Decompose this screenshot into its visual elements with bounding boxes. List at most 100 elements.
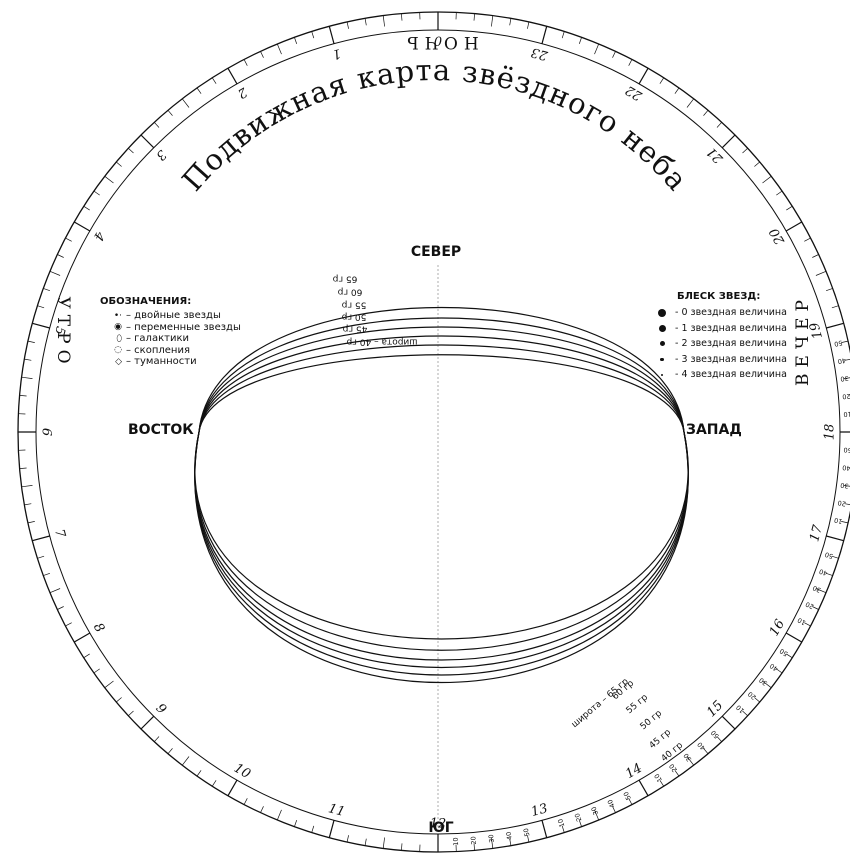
- hour-tick: [721, 134, 736, 149]
- hour-tick: [276, 809, 282, 821]
- minute-label: 40: [837, 356, 847, 365]
- hour-tick: [382, 837, 385, 849]
- brightness-legend-title: БЛЕСК ЗВЕЗД:: [677, 291, 761, 302]
- minute-label: 10: [653, 772, 664, 783]
- legend-item: •‧ – двойные звезды: [100, 310, 241, 322]
- minute-label: 50: [622, 790, 633, 801]
- hour-tick: [196, 770, 202, 777]
- hour-tick: [276, 43, 282, 55]
- hour-tick: [167, 110, 173, 116]
- hour-tick: [116, 697, 122, 703]
- minute-label: 20: [804, 600, 815, 611]
- hour-tick: [74, 632, 91, 643]
- hour-tick: [686, 98, 694, 108]
- hour-tick: [754, 161, 760, 167]
- hour-label: 18: [823, 424, 838, 441]
- hour-tick: [49, 270, 61, 276]
- hour-tick: [659, 77, 664, 84]
- hour-tick: [703, 748, 709, 754]
- hour-tick: [401, 843, 403, 851]
- hour-tick: [612, 51, 616, 58]
- hour-label: 13: [530, 801, 550, 820]
- hour-tick: [674, 87, 680, 94]
- hour-label: 16: [767, 617, 788, 639]
- evening-label: ВЕЧЕР: [793, 294, 813, 386]
- hour-label: 19: [807, 321, 826, 341]
- hour-tick: [74, 221, 91, 232]
- hour-tick: [21, 485, 33, 488]
- west-label: ЗАПАД: [686, 422, 742, 438]
- hour-tick: [57, 254, 64, 258]
- minute-label: 40: [818, 567, 829, 577]
- hour-tick: [24, 503, 32, 506]
- hour-tick: [311, 31, 315, 39]
- minute-label: 10: [556, 818, 566, 828]
- hour-tick: [831, 555, 839, 559]
- hour-tick: [843, 485, 850, 487]
- hour-tick: [638, 68, 649, 85]
- hour-tick: [346, 21, 349, 29]
- legend-item: - 4 звездная величина: [655, 367, 787, 383]
- hour-label: 23: [530, 44, 551, 63]
- latitude-label-north: 55 гр: [341, 300, 366, 310]
- hour-tick: [382, 15, 385, 27]
- hour-tick: [786, 206, 793, 211]
- horizon-ellipse: [194, 335, 689, 669]
- latitude-label-north: широта – 40 гр: [346, 337, 417, 347]
- hour-tick: [154, 736, 160, 742]
- magnitude-3-star-icon: [660, 357, 664, 361]
- hour-tick: [104, 176, 114, 184]
- hour-tick: [65, 622, 72, 627]
- hour-tick: [831, 305, 839, 309]
- hour-tick: [243, 59, 248, 66]
- south-label: ЮГ: [428, 820, 453, 836]
- hour-tick: [260, 806, 264, 813]
- minute-label: 40: [505, 831, 514, 841]
- latitude-label-north: 65 гр: [332, 274, 357, 284]
- hour-tick: [27, 340, 35, 343]
- minute-label: 20: [842, 392, 850, 401]
- hour-tick: [762, 176, 772, 184]
- galaxy-icon: ⬯: [116, 333, 122, 344]
- hour-tick: [167, 748, 173, 754]
- hour-tick: [37, 555, 45, 559]
- hour-tick: [841, 340, 849, 343]
- latitude-label-north: 60 гр: [337, 287, 362, 297]
- magnitude-4-star-icon: [661, 373, 663, 376]
- legend-item: - 1 звездная величина: [655, 321, 787, 337]
- hour-tick: [509, 18, 512, 26]
- hour-tick: [628, 798, 633, 805]
- hour-tick: [294, 819, 298, 827]
- minute-label: 50: [833, 338, 843, 348]
- hour-tick: [742, 148, 748, 154]
- minute-label: 40: [696, 740, 707, 751]
- hour-tick: [578, 819, 582, 827]
- hour-tick: [844, 359, 850, 361]
- hour-tick: [83, 206, 90, 211]
- hour-tick: [311, 825, 315, 833]
- hour-tick: [24, 358, 32, 361]
- minute-scale-labels: 10 20 30 40 50102030405010203040501020304050…: [452, 338, 850, 845]
- minute-label: 20: [469, 836, 478, 845]
- hour-tick: [804, 622, 811, 627]
- hour-tick: [826, 322, 844, 329]
- hour-tick: [243, 798, 248, 805]
- hour-tick: [260, 51, 264, 58]
- minute-label: 20: [837, 499, 847, 508]
- hour-tick: [37, 305, 45, 309]
- minute-label: 20: [573, 812, 583, 823]
- hour-tick: [294, 37, 298, 45]
- hour-tick: [93, 668, 100, 674]
- hour-tick: [65, 237, 72, 242]
- minute-label: 30: [682, 752, 693, 763]
- night-label: НОЧЬ: [401, 32, 478, 52]
- legend-item: ◉ – переменные звезды: [100, 322, 241, 334]
- hour-tick: [843, 377, 850, 379]
- symbols-legend: ОБОЗНАЧЕНИЯ: •‧ – двойные звезды ◉ – перем…: [100, 296, 241, 368]
- horizon-ellipse: [194, 317, 689, 651]
- legend-item: ◇ – туманности: [100, 356, 241, 368]
- hour-tick: [364, 18, 367, 26]
- magnitude-0-star-icon: [658, 308, 666, 317]
- minute-label: 30: [811, 584, 822, 595]
